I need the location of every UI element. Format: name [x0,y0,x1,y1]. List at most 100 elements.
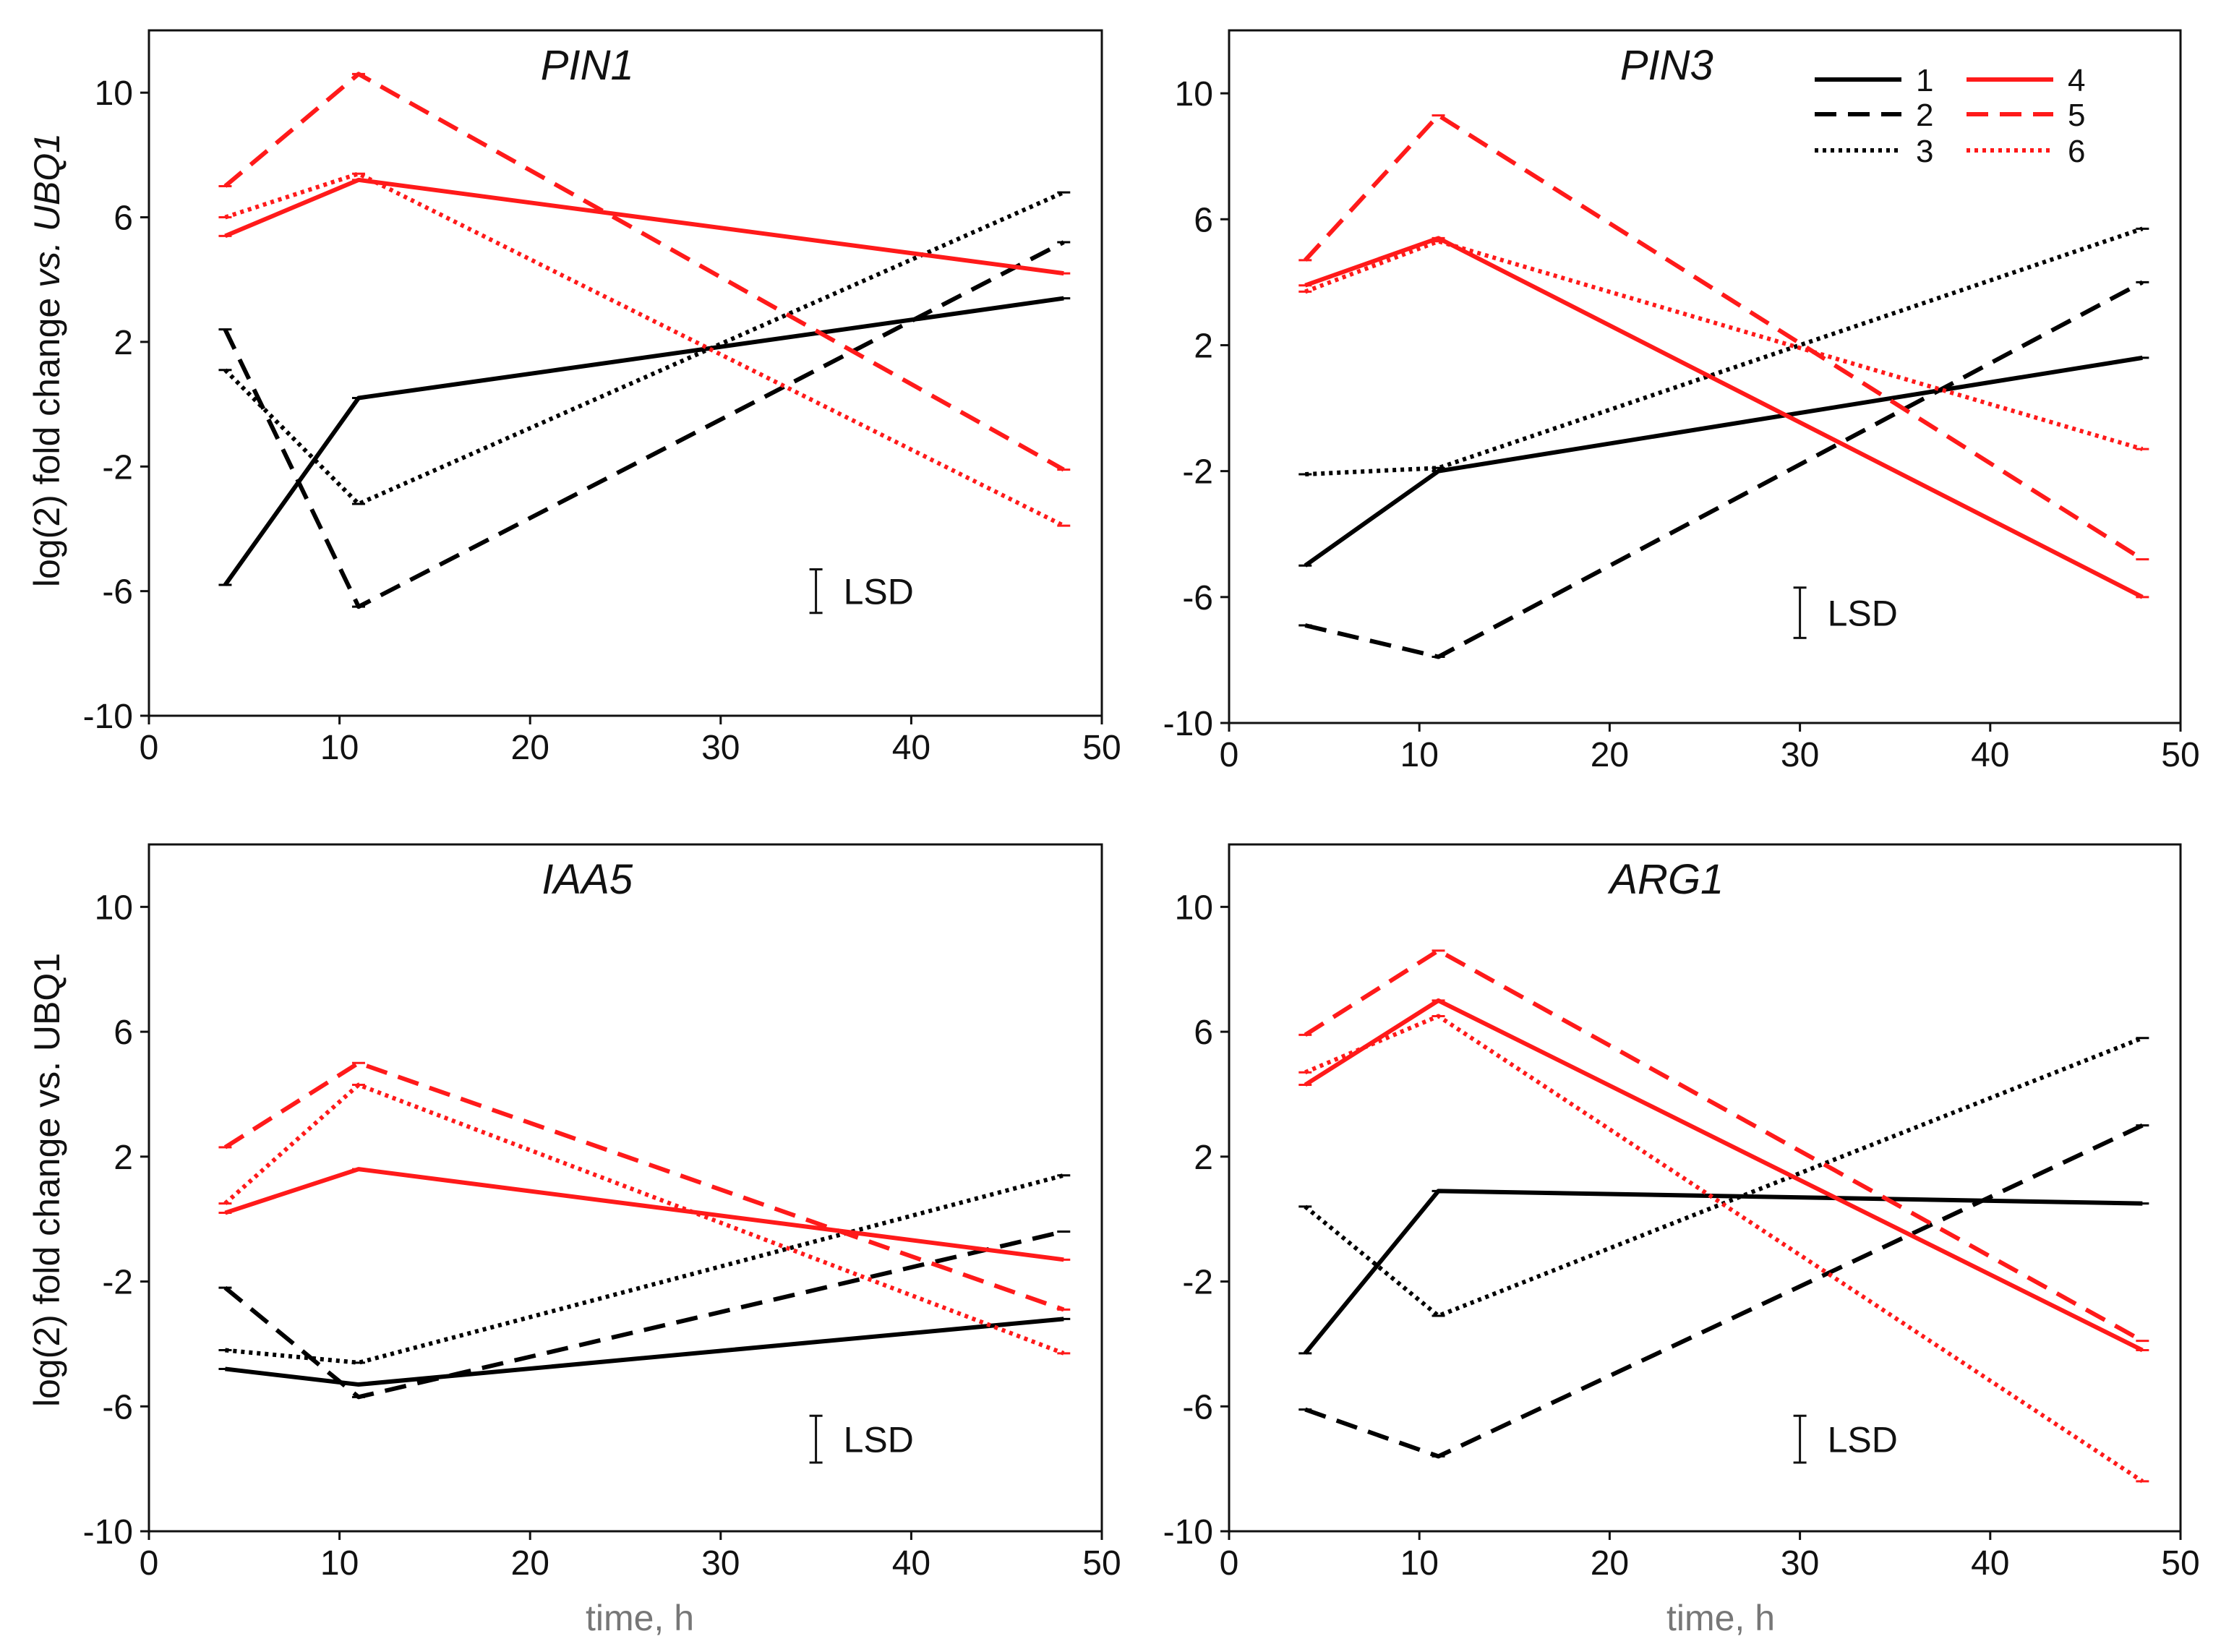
series-line-6 [223,1082,1065,1356]
lsd-indicator: LSD [809,1414,914,1464]
plot-frame [1228,29,2182,724]
panel-title: PIN3 [1620,42,1713,89]
x-tick-label: 40 [1971,736,2009,774]
x-axis-title-bottom-left: time, h [586,1598,694,1638]
x-tick-label: 30 [1781,1544,1819,1583]
y-tick-label: 2 [1194,1139,1213,1177]
x-tick-label: 50 [2161,1544,2199,1583]
series-line-6 [1304,1014,2144,1484]
x-tick-label: 40 [1971,1544,2009,1583]
legend-label-6: 6 [2068,134,2085,169]
y-tick-label: -10 [83,698,133,736]
lsd-label: LSD [1828,594,1898,634]
series-line-4 [224,177,1064,276]
series-line-1 [223,296,1064,586]
series-line-3 [1304,1035,2144,1319]
series-line-2 [1304,280,2144,659]
panel-title: IAA5 [542,856,633,903]
x-tick-label: 20 [1591,1544,1629,1583]
panel-arg1: 0 10 20 30 40 50 -10 -6 -2 2 6 10 ARG1 LSD [1163,843,2200,1583]
series-line-3 [1305,226,2144,476]
x-tick-label: 0 [140,1544,159,1583]
y-tick-label: -10 [83,1513,133,1552]
y-tick-label: -10 [1163,1513,1213,1552]
x-tick-label: 10 [320,1544,359,1583]
y-tick-label: -6 [1182,1388,1213,1426]
series-line-5 [1304,948,2144,1343]
x-tick-label: 20 [1591,736,1629,774]
y-axis-title-bottom: log(2) fold change vs. UBQ1 [27,953,67,1407]
series-line-5 [1304,113,2144,562]
x-tick-label: 30 [1781,736,1819,774]
x-tick-label: 50 [1082,729,1121,767]
x-tick-label: 30 [701,1544,740,1583]
x-tick-label: 0 [1220,736,1239,774]
x-tick-label: 0 [140,729,159,767]
lsd-label: LSD [844,572,914,612]
legend-label-4: 4 [2068,63,2085,98]
y-tick-label: 10 [1175,75,1213,114]
lsd-label: LSD [1828,1420,1898,1460]
legend: 123 456 [1815,63,2085,169]
y-tick-label: 10 [1175,889,1213,927]
y-tick-label: -2 [1182,453,1213,492]
panel-iaa5: 0 10 20 30 40 50 -10 -6 -2 2 6 10 IAA5 LSD [83,843,1121,1583]
x-tick-label: 40 [892,729,930,767]
y-tick-label: -6 [1182,579,1213,617]
series-line-3 [223,190,1065,506]
y-tick-label: 6 [1194,1014,1213,1052]
series-line-3 [225,1173,1065,1365]
series-line-2 [1304,1123,2144,1459]
y-tick-label: -2 [1182,1264,1213,1302]
legend-label-2: 2 [1916,98,1933,133]
lsd-indicator: LSD [809,568,914,615]
y-tick-label: -2 [102,448,133,487]
x-tick-label: 10 [1400,736,1439,774]
legend-label-1: 1 [1916,63,1933,98]
series-line-6 [224,171,1065,528]
y-tick-label: 6 [1194,201,1213,239]
y-tick-label: 2 [1194,327,1213,365]
x-tick-label: 40 [892,1544,930,1583]
series-line-2 [223,1229,1064,1400]
x-tick-label: 30 [701,729,740,767]
panel-title: ARG1 [1607,856,1724,903]
x-tick-label: 20 [511,729,549,767]
x-tick-label: 10 [1400,1544,1439,1583]
y-tick-label: 6 [114,1014,133,1052]
lsd-indicator: LSD [1793,586,1898,639]
x-tick-label: 50 [1082,1544,1121,1583]
y-tick-label: -6 [102,573,133,612]
plot-frame [147,843,1103,1533]
plot-frame [1228,843,2182,1533]
y-tick-label: -6 [102,1388,133,1426]
y-tick-label: 2 [114,324,133,362]
plot-frame [147,29,1103,717]
x-tick-label: 20 [511,1544,549,1583]
series-line-6 [1304,239,2144,452]
y-tick-label: -10 [1163,705,1213,743]
y-tick-label: -2 [102,1264,133,1302]
series-line-4 [1304,236,2144,599]
y-tick-label: 10 [95,889,133,927]
y-axis-title-top: log(2) fold change vs. UBQ1 [27,133,67,587]
y-tick-label: 2 [114,1139,133,1177]
lsd-label: LSD [844,1420,914,1460]
x-tick-label: 10 [320,729,359,767]
panel-pin1: 0 10 20 30 40 50 -10 -6 -2 2 6 10 PIN1 LSD [83,29,1121,767]
x-axis-title-bottom-right: time, h [1666,1598,1775,1638]
y-tick-label: 10 [95,74,133,113]
panel-title: PIN1 [541,42,634,89]
series-line-2 [223,240,1065,609]
panel-pin3: 0 10 20 30 40 50 -10 -6 -2 2 6 10 PIN3 LSD [1163,29,2200,774]
series-line-4 [1304,998,2144,1353]
legend-label-3: 3 [1916,134,1933,169]
series-line-4 [224,1167,1064,1262]
lsd-indicator: LSD [1793,1414,1898,1464]
series-line-5 [223,1061,1065,1312]
x-tick-label: 50 [2161,736,2199,774]
legend-label-5: 5 [2068,98,2085,133]
y-tick-label: 6 [114,200,133,238]
